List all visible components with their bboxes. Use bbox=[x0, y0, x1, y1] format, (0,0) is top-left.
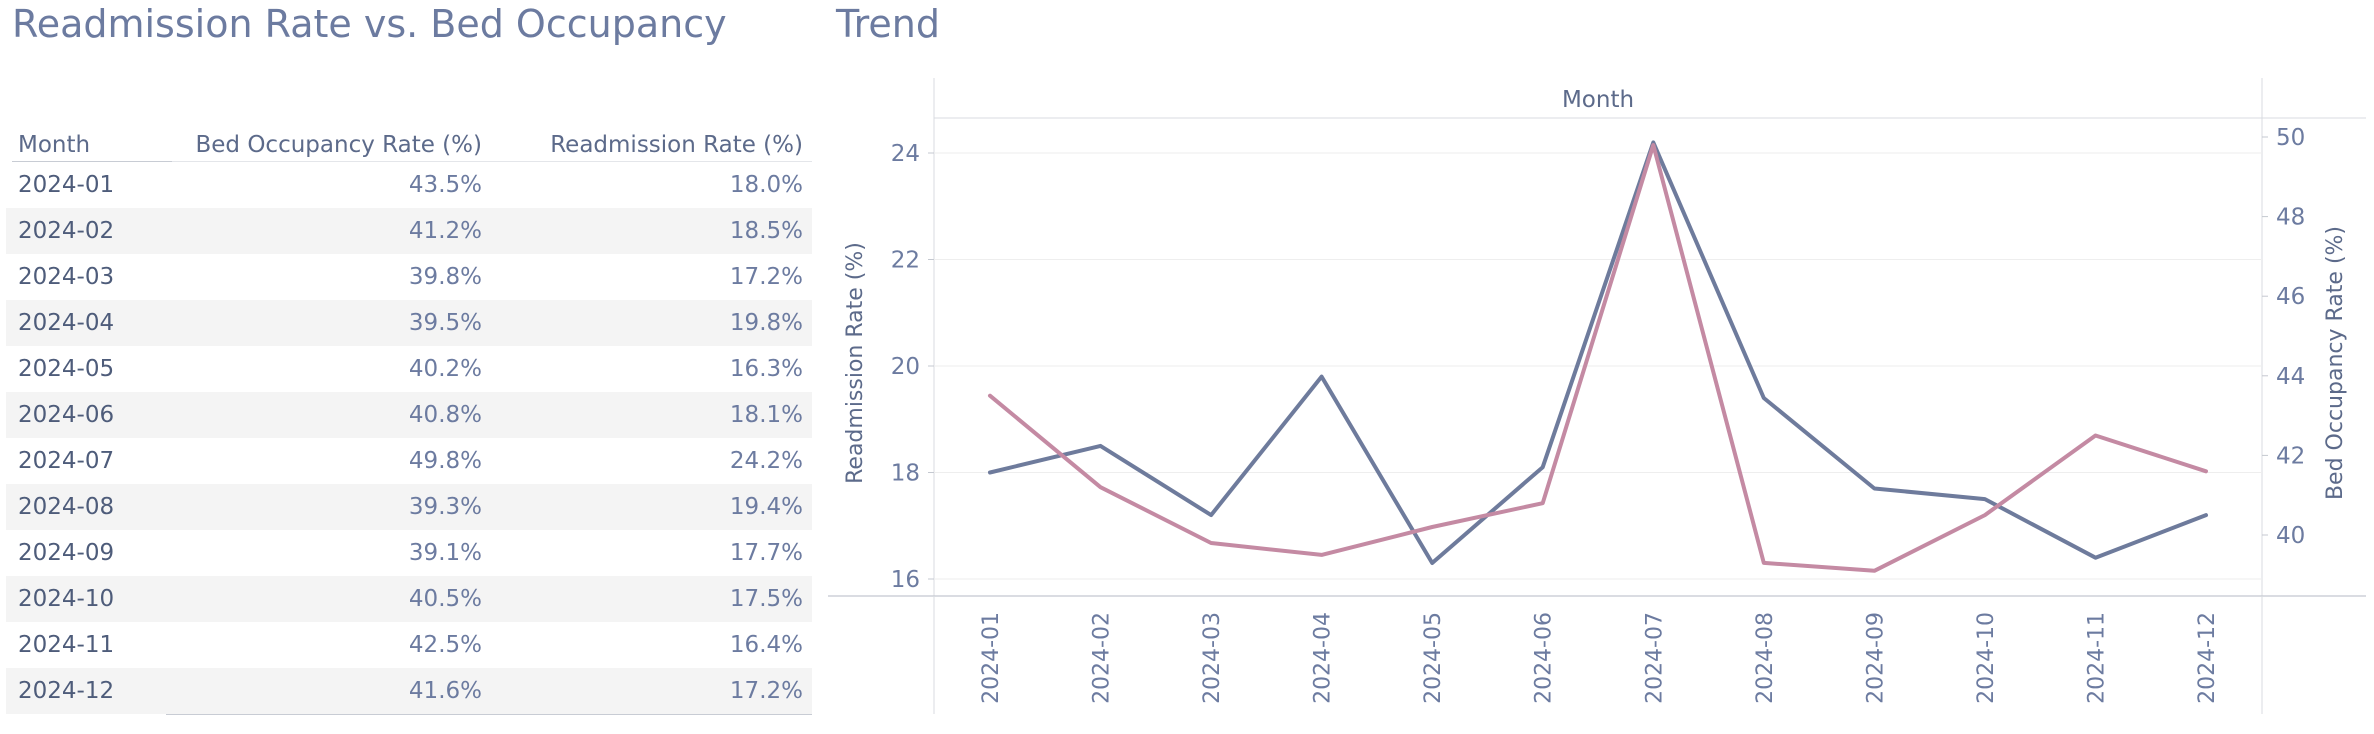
table-row[interactable]: 2024-02 41.2% 18.5% bbox=[6, 208, 812, 254]
cell-month: 2024-09 bbox=[18, 540, 115, 566]
x-tick-label: 2024-03 bbox=[1200, 612, 1225, 704]
cell-month: 2024-06 bbox=[18, 402, 115, 428]
table-row[interactable]: 2024-12 41.6% 17.2% bbox=[6, 668, 812, 714]
y-right-tick-label: 42 bbox=[2276, 443, 2305, 469]
cell-bed-occupancy: 43.5% bbox=[408, 172, 482, 198]
cell-month: 2024-02 bbox=[18, 218, 115, 244]
cell-month: 2024-03 bbox=[18, 264, 115, 290]
table-row[interactable]: 2024-05 40.2% 16.3% bbox=[6, 346, 812, 392]
table-title: Readmission Rate vs. Bed Occupancy bbox=[12, 2, 727, 46]
cell-bed-occupancy: 39.1% bbox=[408, 540, 482, 566]
table-row[interactable]: 2024-03 39.8% 17.2% bbox=[6, 254, 812, 300]
table-body: 2024-01 43.5% 18.0% 2024-02 41.2% 18.5% 2024-0… bbox=[6, 162, 812, 715]
table-bottom-border bbox=[166, 714, 812, 715]
x-tick-label: 2024-06 bbox=[1532, 612, 1557, 704]
table-row[interactable]: 2024-06 40.8% 18.1% bbox=[6, 392, 812, 438]
cell-bed-occupancy: 41.2% bbox=[408, 218, 482, 244]
y-right-tick-label: 46 bbox=[2276, 284, 2305, 310]
cell-month: 2024-08 bbox=[18, 494, 115, 520]
cell-readmission: 18.0% bbox=[729, 172, 803, 198]
x-tick-label: 2024-04 bbox=[1311, 612, 1336, 704]
y-left-tick-label: 16 bbox=[891, 567, 920, 593]
cell-month: 2024-10 bbox=[18, 586, 115, 612]
y-right-tick-label: 40 bbox=[2276, 523, 2305, 549]
x-tick-label: 2024-05 bbox=[1421, 612, 1446, 704]
cell-bed-occupancy: 39.3% bbox=[408, 494, 482, 520]
table-row[interactable]: 2024-07 49.8% 24.2% bbox=[6, 438, 812, 484]
cell-readmission: 17.7% bbox=[729, 540, 803, 566]
header-readmission[interactable]: Readmission Rate (%) bbox=[550, 132, 803, 158]
cell-bed-occupancy: 49.8% bbox=[408, 448, 482, 474]
y-left-tick-label: 24 bbox=[891, 141, 920, 167]
y-left-tick-label: 22 bbox=[891, 248, 920, 274]
series-line-bed_occupancy bbox=[988, 143, 2208, 573]
cell-bed-occupancy: 40.5% bbox=[408, 586, 482, 612]
cell-bed-occupancy: 39.5% bbox=[408, 310, 482, 336]
cell-readmission: 16.4% bbox=[729, 632, 803, 658]
cell-readmission: 17.5% bbox=[729, 586, 803, 612]
cell-bed-occupancy: 39.8% bbox=[408, 264, 482, 290]
x-tick-label: 2024-11 bbox=[2084, 612, 2109, 704]
x-tick-label: 2024-02 bbox=[1090, 612, 1115, 704]
header-month[interactable]: Month bbox=[18, 132, 91, 158]
y-right-tick-label: 44 bbox=[2276, 364, 2305, 390]
cell-bed-occupancy: 40.8% bbox=[408, 402, 482, 428]
cell-readmission: 24.2% bbox=[729, 448, 803, 474]
cell-readmission: 17.2% bbox=[729, 678, 803, 704]
y-left-tick-label: 20 bbox=[891, 354, 920, 380]
data-table: Month Bed Occupancy Rate (%) Readmission… bbox=[6, 122, 812, 715]
cell-readmission: 19.4% bbox=[729, 494, 803, 520]
table-row[interactable]: 2024-10 40.5% 17.5% bbox=[6, 576, 812, 622]
cell-month: 2024-04 bbox=[18, 310, 115, 336]
y-right-axis-title: Bed Occupancy Rate (%) bbox=[2323, 226, 2348, 500]
cell-readmission: 16.3% bbox=[729, 356, 803, 382]
cell-bed-occupancy: 40.2% bbox=[408, 356, 482, 382]
cell-readmission: 18.5% bbox=[729, 218, 803, 244]
header-divider bbox=[12, 161, 172, 162]
y-left-tick-label: 18 bbox=[891, 461, 920, 487]
x-tick-label: 2024-12 bbox=[2195, 612, 2220, 704]
x-tick-label: 2024-01 bbox=[979, 612, 1004, 704]
table-row[interactable]: 2024-01 43.5% 18.0% bbox=[6, 162, 812, 208]
cell-readmission: 18.1% bbox=[729, 402, 803, 428]
table-row[interactable]: 2024-11 42.5% 16.4% bbox=[6, 622, 812, 668]
table-row[interactable]: 2024-09 39.1% 17.7% bbox=[6, 530, 812, 576]
series-line-readmission bbox=[988, 140, 2208, 565]
y-right-tick-label: 50 bbox=[2276, 125, 2305, 151]
y-right-tick-label: 48 bbox=[2276, 205, 2305, 231]
cell-month: 2024-01 bbox=[18, 172, 115, 198]
y-left-axis-title: Readmission Rate (%) bbox=[843, 242, 868, 484]
x-axis-title: Month bbox=[1562, 87, 1634, 113]
table-row[interactable]: 2024-08 39.3% 19.4% bbox=[6, 484, 812, 530]
cell-readmission: 17.2% bbox=[729, 264, 803, 290]
cell-month: 2024-11 bbox=[18, 632, 115, 658]
header-divider bbox=[172, 161, 812, 162]
x-tick-label: 2024-07 bbox=[1642, 612, 1667, 704]
table-header: Month Bed Occupancy Rate (%) Readmission… bbox=[6, 122, 812, 162]
x-tick-label: 2024-10 bbox=[1974, 612, 1999, 704]
cell-bed-occupancy: 41.6% bbox=[408, 678, 482, 704]
cell-month: 2024-12 bbox=[18, 678, 115, 704]
x-tick-label: 2024-08 bbox=[1753, 612, 1778, 704]
cell-bed-occupancy: 42.5% bbox=[408, 632, 482, 658]
header-bed-occupancy[interactable]: Bed Occupancy Rate (%) bbox=[195, 132, 482, 158]
cell-month: 2024-07 bbox=[18, 448, 115, 474]
cell-month: 2024-05 bbox=[18, 356, 115, 382]
table-row[interactable]: 2024-04 39.5% 19.8% bbox=[6, 300, 812, 346]
x-tick-label: 2024-09 bbox=[1863, 612, 1888, 704]
chart-title: Trend bbox=[836, 2, 940, 46]
cell-readmission: 19.8% bbox=[729, 310, 803, 336]
